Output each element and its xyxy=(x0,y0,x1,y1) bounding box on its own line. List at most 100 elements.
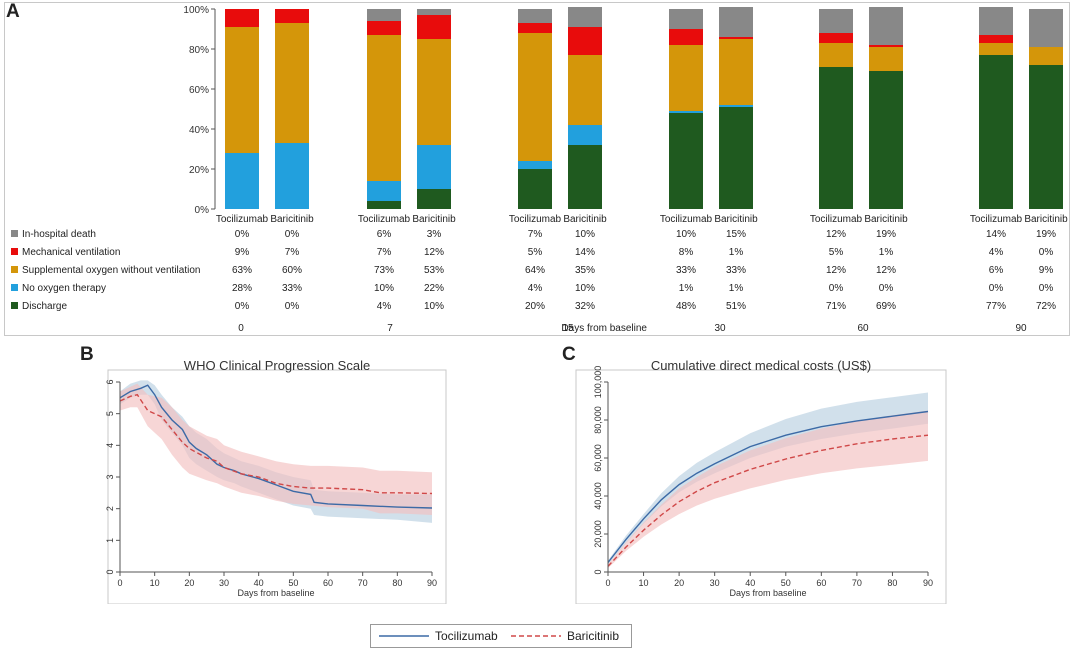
table-cell: 10% xyxy=(676,229,696,240)
x-axis-title: Days from baseline xyxy=(561,323,647,334)
table-cell: 1% xyxy=(729,247,744,258)
bar-segment xyxy=(225,153,259,209)
bar-segment xyxy=(819,67,853,209)
table-cell: 19% xyxy=(876,229,896,240)
bar-segment xyxy=(719,107,753,209)
bar-segment xyxy=(719,39,753,105)
legend-swatch xyxy=(11,266,18,273)
group-label: Tocilizumab xyxy=(216,214,269,225)
timepoint-label: 7 xyxy=(387,323,393,334)
bar-segment xyxy=(669,45,703,111)
bar-segment xyxy=(367,201,401,209)
y-tick-label: 4 xyxy=(105,443,115,448)
table-cell: 4% xyxy=(528,283,543,294)
group-label: Tocilizumab xyxy=(509,214,562,225)
table-cell: 63% xyxy=(232,265,252,276)
y-tick-label: 2 xyxy=(105,506,115,511)
group-label: Tocilizumab xyxy=(358,214,411,225)
bar-segment xyxy=(518,9,552,23)
bar-segment xyxy=(275,23,309,143)
table-cell: 3% xyxy=(427,229,442,240)
group-label: Baricitinib xyxy=(1024,214,1068,225)
bar-segment xyxy=(275,9,309,23)
y-tick-label: 0 xyxy=(593,569,603,574)
bar-segment xyxy=(979,43,1013,55)
table-cell: 71% xyxy=(826,301,846,312)
bar-segment xyxy=(1029,65,1063,209)
bar-segment xyxy=(275,143,309,209)
panel-label-c: C xyxy=(562,344,576,365)
group-label: Tocilizumab xyxy=(970,214,1023,225)
table-cell: 0% xyxy=(829,283,844,294)
bar-segment xyxy=(719,7,753,37)
bar-segment xyxy=(669,111,703,113)
timepoint-label: 15 xyxy=(562,323,574,334)
legend-label: Baricitinib xyxy=(567,629,619,643)
table-cell: 7% xyxy=(285,247,300,258)
bar-segment xyxy=(669,9,703,29)
group-label: Baricitinib xyxy=(563,214,607,225)
y-tick-label: 20% xyxy=(189,165,209,176)
group-label: Tocilizumab xyxy=(660,214,713,225)
table-cell: 0% xyxy=(235,301,250,312)
legend-swatch xyxy=(11,302,18,309)
x-tick-label: 90 xyxy=(427,578,437,588)
chart-legend: Tocilizumab Baricitinib xyxy=(370,624,632,648)
table-cell: 19% xyxy=(1036,229,1056,240)
x-tick-label: 30 xyxy=(219,578,229,588)
bar-segment xyxy=(819,9,853,33)
group-label: Baricitinib xyxy=(412,214,456,225)
series-line xyxy=(607,434,929,567)
table-cell: 28% xyxy=(232,283,252,294)
bar-segment xyxy=(225,27,259,153)
table-cell: 72% xyxy=(1036,301,1056,312)
table-cell: 0% xyxy=(285,301,300,312)
table-cell: 60% xyxy=(282,265,302,276)
legend-swatches: Tocilizumab Baricitinib xyxy=(379,629,619,643)
group-label: Baricitinib xyxy=(270,214,314,225)
table-cell: 14% xyxy=(986,229,1006,240)
chart-title: Cumulative direct medical costs (US$) xyxy=(651,358,871,373)
y-tick-label: 0 xyxy=(105,569,115,574)
x-tick-label: 10 xyxy=(639,578,649,588)
table-cell: 1% xyxy=(729,283,744,294)
bar-segment xyxy=(869,71,903,209)
y-tick-label: 80,000 xyxy=(593,406,603,434)
bar-segment xyxy=(417,145,451,189)
bar-segment xyxy=(367,35,401,181)
legend-swatch xyxy=(11,284,18,291)
table-cell: 48% xyxy=(676,301,696,312)
x-tick-label: 40 xyxy=(254,578,264,588)
cost-chart: Cumulative direct medical costs (US$) 0 10… xyxy=(575,358,947,604)
y-tick-label: 20,000 xyxy=(593,520,603,548)
y-tick-label: 100,000 xyxy=(593,366,603,399)
table-cell: 12% xyxy=(424,247,444,258)
x-tick-label: 50 xyxy=(288,578,298,588)
bar-segment xyxy=(568,7,602,27)
table-cell: 33% xyxy=(282,283,302,294)
table-cell: 69% xyxy=(876,301,896,312)
table-cell: 10% xyxy=(575,283,595,294)
bar-segment xyxy=(417,39,451,145)
table-cell: 0% xyxy=(235,229,250,240)
timepoint-label: 90 xyxy=(1015,323,1027,334)
bar-segment xyxy=(979,35,1013,43)
table-cell: 77% xyxy=(986,301,1006,312)
x-axis-title: Days from baseline xyxy=(237,588,314,598)
table-cell: 10% xyxy=(424,301,444,312)
table-cell: 4% xyxy=(989,247,1004,258)
table-cell: 32% xyxy=(575,301,595,312)
row-label: In-hospital death xyxy=(22,229,96,240)
y-tick-label: 5 xyxy=(105,411,115,416)
bar-segment xyxy=(979,7,1013,35)
x-tick-label: 40 xyxy=(745,578,755,588)
bar-segment xyxy=(979,55,1013,209)
bar-segment xyxy=(225,9,259,27)
bar-segment xyxy=(367,181,401,201)
table-cell: 7% xyxy=(528,229,543,240)
bar-segment xyxy=(518,23,552,33)
table-cell: 51% xyxy=(726,301,746,312)
legend-swatch xyxy=(11,248,18,255)
bar-segment xyxy=(1029,47,1063,65)
